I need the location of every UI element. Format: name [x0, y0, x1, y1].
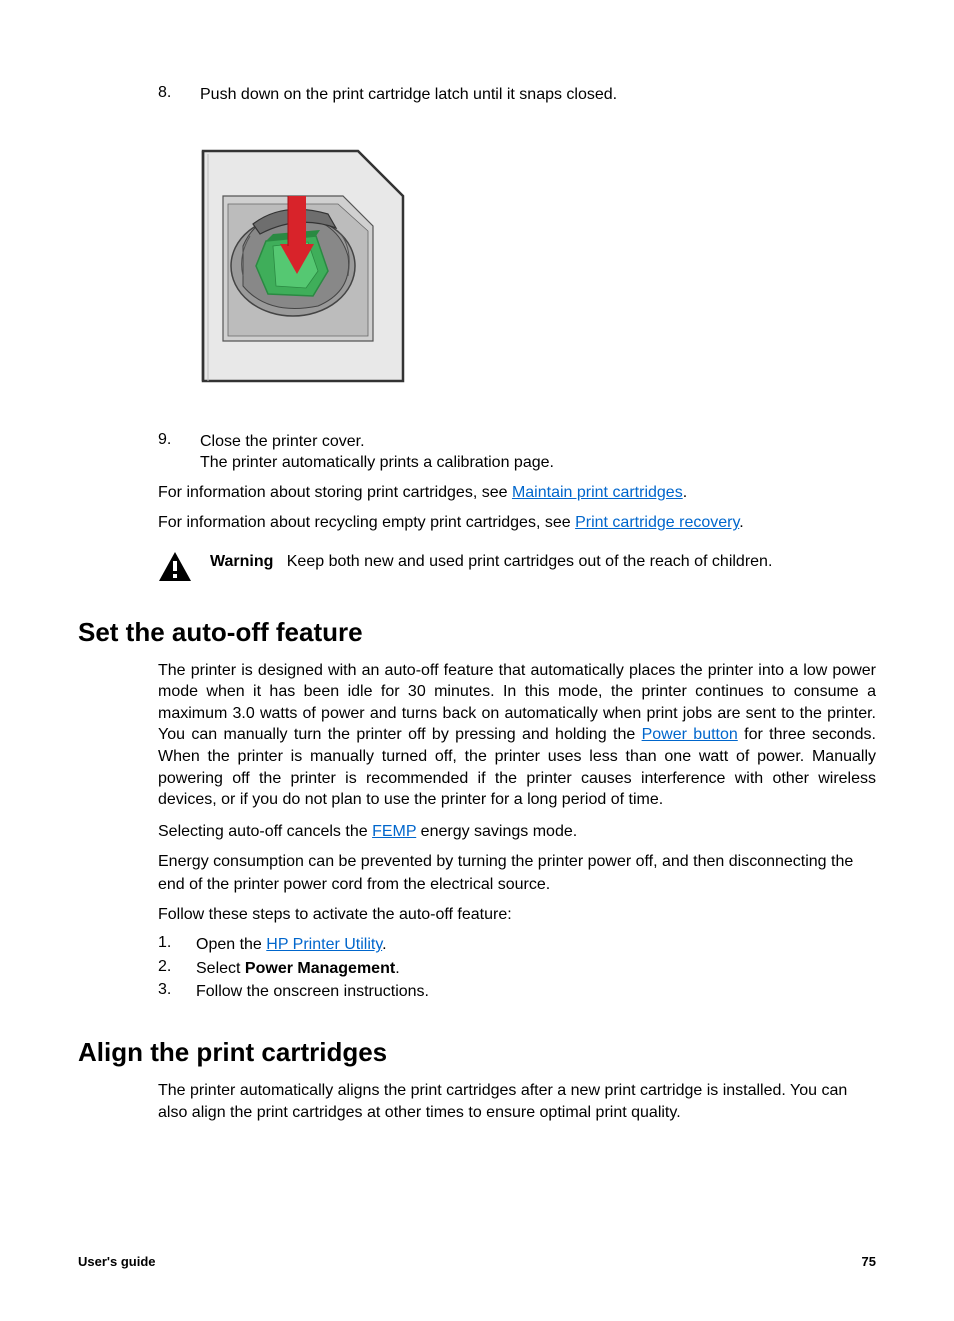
heading-autooff: Set the auto-off feature: [78, 617, 876, 648]
autooff-step-2-num: 2.: [158, 958, 196, 980]
autooff-step-1: 1. Open the HP Printer Utility.: [158, 934, 876, 956]
warning-callout: Warning Keep both new and used print car…: [158, 551, 876, 583]
autooff-step-1-text: Open the HP Printer Utility.: [196, 934, 876, 956]
para-recycling-pre: For information about recycling empty pr…: [158, 514, 575, 531]
autooff-p2-b: energy savings mode.: [416, 823, 577, 840]
cartridge-latch-svg: [188, 136, 418, 396]
footer-left: User's guide: [78, 1254, 156, 1269]
autooff-p3: Energy consumption can be prevented by t…: [158, 851, 876, 896]
step-9-line2: The printer automatically prints a calib…: [200, 452, 876, 474]
autooff-p2-a: Selecting auto-off cancels the: [158, 823, 372, 840]
link-hp-printer-utility[interactable]: HP Printer Utility: [266, 936, 382, 953]
autooff-step-2: 2. Select Power Management.: [158, 958, 876, 980]
para-recycling: For information about recycling empty pr…: [158, 512, 876, 534]
step-9: 9. Close the printer cover. The printer …: [158, 431, 876, 474]
heading-align: Align the print cartridges: [78, 1037, 876, 1068]
step-9-num: 9.: [158, 431, 200, 474]
cartridge-latch-figure: [188, 136, 876, 401]
step-8-num: 8.: [158, 84, 200, 106]
autooff-step-2-text: Select Power Management.: [196, 958, 876, 980]
footer-right: 75: [862, 1254, 876, 1269]
warning-label: Warning: [210, 553, 273, 570]
autooff-p1: The printer is designed with an auto-off…: [158, 660, 876, 811]
autooff-step-1-pre: Open the: [196, 936, 266, 953]
autooff-step-2-pre: Select: [196, 960, 245, 977]
autooff-step-1-post: .: [382, 936, 386, 953]
autooff-steps: 1. Open the HP Printer Utility. 2. Selec…: [158, 934, 876, 1003]
para-recycling-post: .: [739, 514, 743, 531]
step-9-line1: Close the printer cover.: [200, 431, 876, 453]
step-8: 8. Push down on the print cartridge latc…: [158, 84, 876, 106]
para-storing-pre: For information about storing print cart…: [158, 484, 512, 501]
para-storing: For information about storing print cart…: [158, 482, 876, 504]
align-p1: The printer automatically aligns the pri…: [158, 1080, 876, 1123]
step-8-text: Push down on the print cartridge latch u…: [200, 84, 876, 106]
link-femp[interactable]: FEMP: [372, 823, 416, 840]
link-power-button[interactable]: Power button: [642, 726, 738, 743]
autooff-step-2-post: .: [395, 960, 399, 977]
link-maintain-cartridges[interactable]: Maintain print cartridges: [512, 484, 683, 501]
autooff-step-3-num: 3.: [158, 981, 196, 1003]
page-footer: User's guide 75: [78, 1254, 876, 1269]
autooff-step-1-num: 1.: [158, 934, 196, 956]
link-cartridge-recovery[interactable]: Print cartridge recovery: [575, 514, 739, 531]
warning-body: Warning Keep both new and used print car…: [210, 551, 876, 573]
autooff-step-3: 3. Follow the onscreen instructions.: [158, 981, 876, 1003]
step-9-text: Close the printer cover. The printer aut…: [200, 431, 876, 474]
autooff-p4: Follow these steps to activate the auto-…: [158, 904, 876, 926]
autooff-step-2-bold: Power Management: [245, 960, 395, 977]
warning-text: Keep both new and used print cartridges …: [287, 553, 773, 570]
autooff-step-3-text: Follow the onscreen instructions.: [196, 981, 876, 1003]
autooff-p2: Selecting auto-off cancels the FEMP ener…: [158, 821, 876, 843]
warning-icon: [158, 551, 192, 583]
para-storing-post: .: [683, 484, 687, 501]
